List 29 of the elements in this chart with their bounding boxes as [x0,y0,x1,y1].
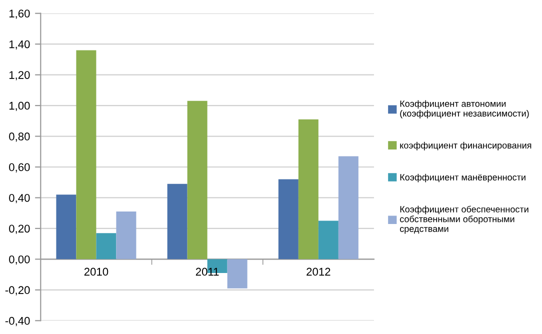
y-tick-label: 1,60 [9,10,30,19]
bar [76,50,96,260]
bar [278,179,298,260]
bar [116,212,136,260]
bar [56,194,76,260]
bar [96,233,116,260]
y-tick-label: 0,00 [9,255,30,265]
legend-label: Коэффициент обеспеченности собственными оборотными средствами [400,206,528,234]
y-tick-label: -0,40 [5,316,30,326]
bar [338,156,358,260]
y-tick-label: -0,20 [5,286,30,296]
legend-label: Коэффициент автономии (коэффициент независимости) [400,100,529,118]
x-tick-label: 2012 [306,268,330,276]
y-tick-label: 0,80 [9,132,30,142]
x-tick-label: 2010 [84,268,108,276]
bar [167,184,188,260]
y-tick-label: 1,40 [9,40,30,50]
bar [227,259,248,288]
bar [318,220,338,260]
x-tick-label: 2011 [196,268,219,276]
y-tick-label: 1,00 [9,102,30,111]
y-tick-label: 0,60 [9,163,30,172]
legend-label: Коэффициент манёвренности [400,174,526,182]
bar [187,100,208,260]
legend-label: коэффициент финансирования [400,142,532,150]
bar [298,119,318,260]
y-tick-label: 1,20 [9,71,30,80]
y-tick-label: 0,20 [9,224,30,234]
y-tick-label: 0,40 [9,194,30,204]
